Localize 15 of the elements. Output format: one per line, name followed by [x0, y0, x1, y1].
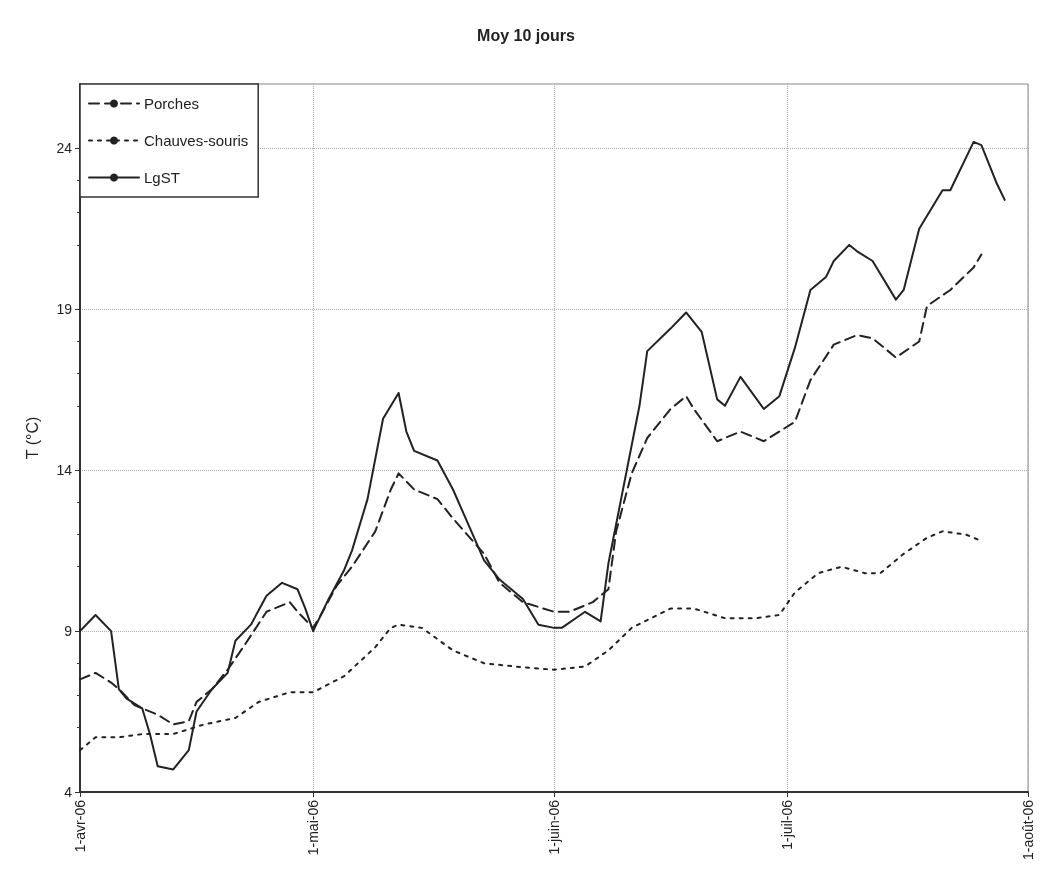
- x-tick-label: 1-août-06: [1020, 799, 1036, 860]
- y-tick-label: 9: [64, 623, 73, 640]
- y-tick-label: 14: [56, 462, 73, 479]
- y-tick-label: 19: [56, 301, 73, 318]
- x-tick-label: 1-avr-06: [72, 799, 88, 853]
- y-axis-title: T (°C): [23, 416, 41, 460]
- y-tick-label: 4: [64, 784, 73, 800]
- x-tick-label: 1-juin-06: [546, 799, 562, 855]
- legend-label: Porches: [144, 95, 200, 112]
- y-tick-label: 24: [56, 140, 73, 157]
- legend-label: LgST: [144, 169, 180, 186]
- x-tick-label: 1-juil-06: [779, 799, 796, 850]
- chart-title: Moy 10 jours: [477, 26, 575, 44]
- legend-label: Chauves-souris: [144, 132, 249, 149]
- x-tick-label: 1-mai-06: [305, 799, 322, 856]
